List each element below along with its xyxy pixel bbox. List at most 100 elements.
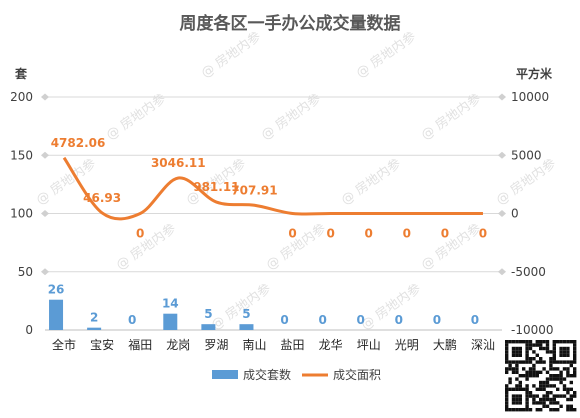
qr-module (573, 346, 577, 351)
qr-module (532, 343, 536, 347)
qr-module (545, 380, 550, 385)
qr-module (532, 394, 536, 398)
category-label-7: 龙华 (319, 338, 343, 352)
chart-title: 周度各区一手办公成交量数据 (180, 13, 401, 34)
qr-module (545, 346, 550, 351)
qr-module (505, 367, 509, 371)
legend: 成交套数 成交面积 (212, 367, 381, 382)
qr-module (528, 346, 533, 351)
qr-module (539, 360, 543, 364)
qr-module (562, 350, 567, 354)
qr-module (528, 357, 533, 361)
qr-module (532, 374, 536, 378)
qr-module (518, 397, 522, 402)
qr-module (525, 360, 529, 364)
qr-module (522, 340, 526, 344)
watermark-9: @ 房地内参 (113, 221, 179, 274)
qr-module (569, 360, 573, 364)
line-label-7: 0 (326, 227, 334, 241)
qr-module (573, 340, 577, 344)
qr-module (562, 367, 567, 371)
qr-module (525, 357, 529, 361)
qr-module (511, 350, 516, 354)
qr-module (549, 397, 553, 402)
qr-module (566, 391, 570, 395)
qr-module (552, 374, 556, 378)
qr-module (535, 340, 539, 344)
bar-label-11: 0 (471, 313, 479, 327)
qr-module (542, 360, 546, 364)
qr-module (532, 370, 536, 374)
bar-label-6: 0 (280, 313, 288, 327)
qr-module (532, 367, 536, 371)
qr-module (573, 408, 577, 412)
qr-module (545, 350, 550, 354)
qr-module (566, 397, 570, 402)
qr-module (505, 353, 509, 357)
qr-module (515, 384, 519, 388)
category-label-5: 南山 (242, 337, 266, 352)
qr-module (528, 408, 533, 412)
left-tick-label-0: 0 (25, 323, 33, 337)
qr-module (545, 394, 550, 398)
qr-module (559, 380, 563, 385)
qr-module (508, 377, 512, 381)
qr-module (515, 394, 519, 398)
qr-module (535, 370, 539, 374)
qr-module (518, 360, 522, 364)
qr-module (566, 340, 570, 344)
qr-module (515, 363, 519, 368)
qr-module (539, 340, 543, 344)
line-label-5: 707.91 (231, 183, 277, 197)
qr-module (515, 397, 519, 402)
qr-module (511, 346, 516, 351)
bar-series (49, 299, 254, 330)
right-axis-ticks: -10000 -5000 0 5000 10000 (511, 90, 554, 337)
qr-module (522, 374, 526, 378)
qr-module (573, 394, 577, 398)
qr-module (511, 360, 516, 364)
qr-module (573, 343, 577, 347)
qr-module (559, 377, 563, 381)
bar-label-7: 0 (318, 313, 326, 327)
qr-module (525, 353, 529, 357)
qr-module (535, 343, 539, 347)
qr-module (505, 397, 509, 402)
qr-module (559, 350, 563, 354)
qr-module (525, 391, 529, 395)
qr-module (569, 340, 573, 344)
bar-label-2: 0 (128, 313, 136, 327)
qr-module (545, 404, 550, 408)
qr-module (518, 387, 522, 391)
qr-module (518, 353, 522, 357)
qr-module (559, 360, 563, 364)
qr-module (552, 401, 556, 405)
qr-module (525, 408, 529, 412)
qr-module (515, 350, 519, 354)
qr-module (539, 397, 543, 402)
category-axis: 全市 宝安 福田 龙岗 罗湖 南山 盐田 龙华 坪山 光明 大鹏 深汕 (52, 337, 495, 352)
qr-module (545, 370, 550, 374)
qr-module (515, 360, 519, 364)
qr-module (566, 346, 570, 351)
line-label-6: 0 (288, 227, 296, 241)
qr-module (552, 394, 556, 398)
qr-module (542, 401, 546, 405)
bar-label-1: 2 (90, 311, 98, 325)
line-label-10: 0 (441, 227, 449, 241)
qr-module (525, 387, 529, 391)
bar-label-3: 14 (162, 297, 179, 311)
qr-module (566, 408, 570, 412)
bar-3 (163, 313, 178, 330)
left-tick-label-4: 200 (10, 90, 33, 104)
qr-module (515, 370, 519, 374)
qr-module (569, 408, 573, 412)
watermark-0: @ 房地内参 (198, 29, 264, 82)
qr-module (556, 367, 560, 371)
qr-module (552, 367, 556, 371)
qr-module (528, 391, 533, 395)
qr-module (573, 374, 577, 378)
qr-module (552, 384, 556, 388)
qr-module (573, 350, 577, 354)
qr-module (542, 384, 546, 388)
